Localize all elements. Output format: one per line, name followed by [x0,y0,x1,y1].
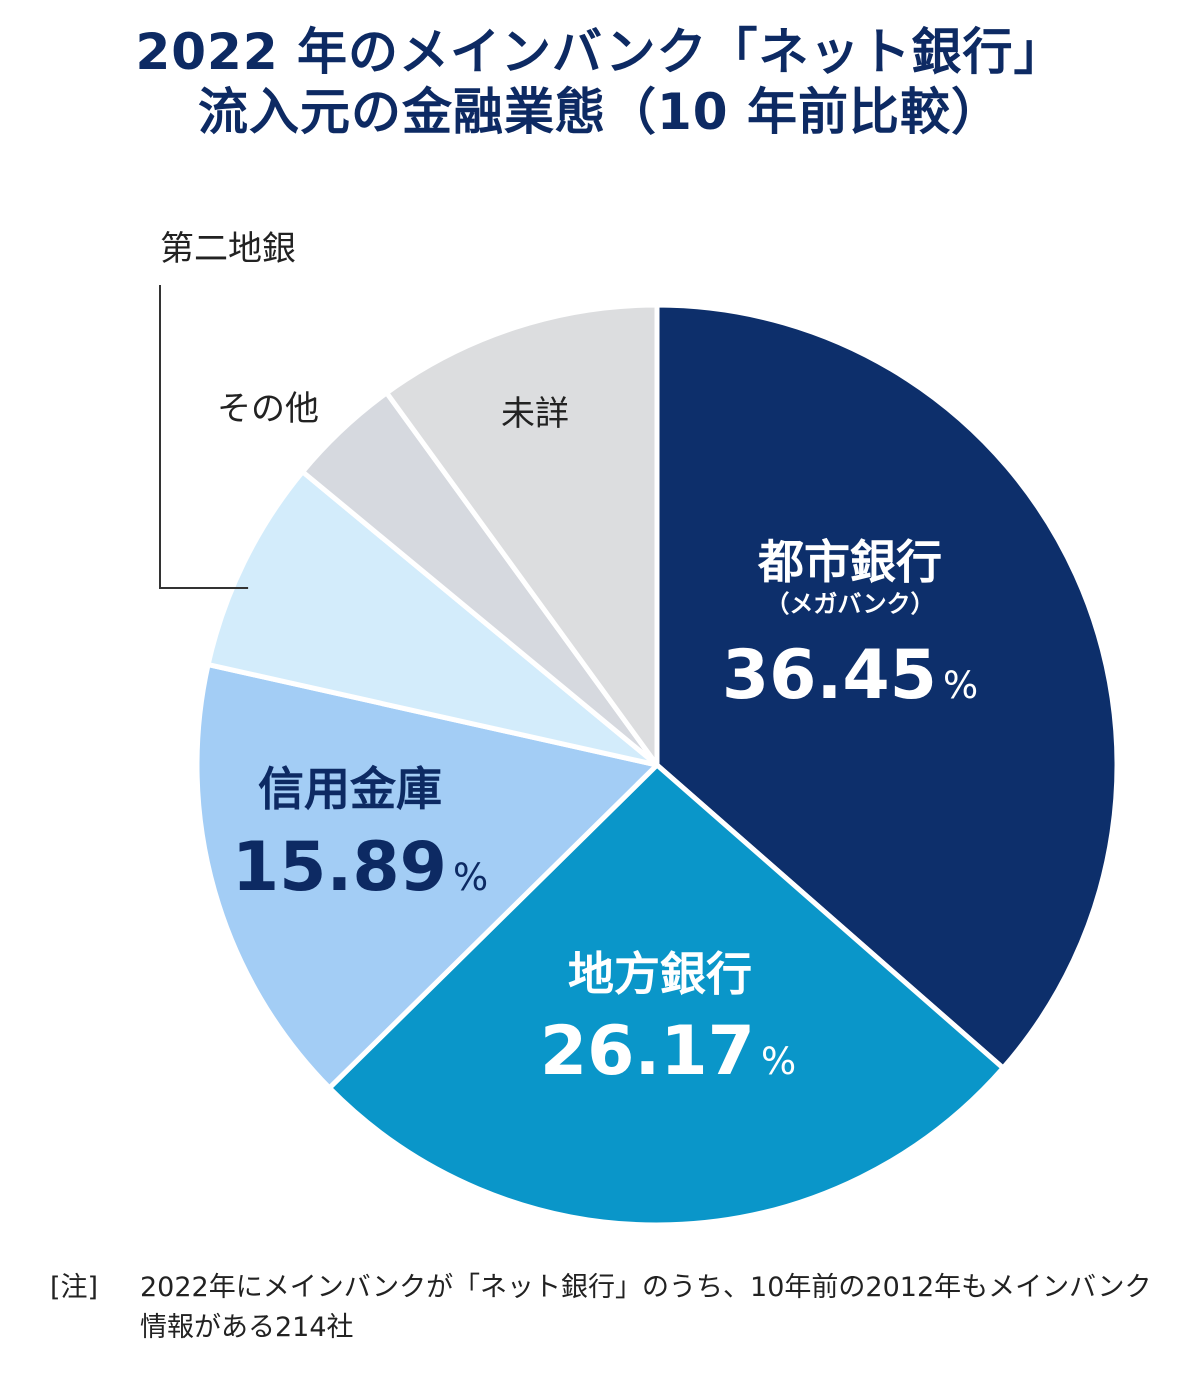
label-city-banks: 都市銀行 [757,535,942,589]
label-shinkin-banks: 信用金庫 [258,762,442,816]
value-city-banks: 36.45% [722,636,978,715]
slice-second-regional-banks [205,469,660,768]
label-regional-banks: 地方銀行 [568,947,752,1001]
footnote-text: 2022年にメインバンクが「ネット銀行」のうち、10年前の2012年もメインバン… [140,1272,1152,1343]
chart-title-line2: 流入元の金融業態（10 年前比較） [198,83,1002,141]
chart-title: 2022 年のメインバンク「ネット銀行」 流入元の金融業態（10 年前比較） [0,22,1200,142]
footnote: [注] 2022年にメインバンクが「ネット銀行」のうち、10年前の2012年もメ… [50,1268,1160,1348]
value-shinkin-banks: 15.89% [232,828,488,907]
slice-regional-banks [326,762,1006,1228]
sublabel-city-banks: （メガバンク） [765,590,934,618]
label-other: その他 [217,389,319,429]
leader-line-second-regional-banks [159,285,249,589]
label-second-regional-banks: 第二地銀 [160,229,296,269]
label-unknown: 未詳 [501,394,569,434]
slice-city-banks [654,302,1120,1071]
slice-unknown [384,302,660,768]
slice-shinkin-banks [194,662,660,1091]
footnote-tag: [注] [50,1272,99,1303]
chart-title-line1: 2022 年のメインバンク「ネット銀行」 [135,23,1065,81]
value-regional-banks: 26.17% [540,1012,796,1091]
